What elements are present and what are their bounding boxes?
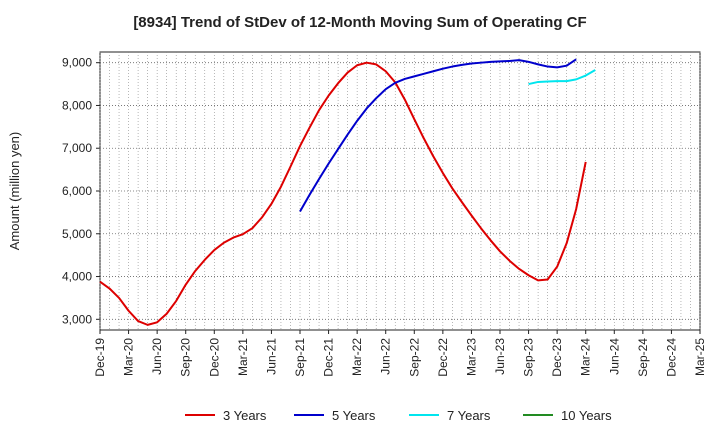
x-tick-label: Mar-20 (122, 338, 136, 376)
x-tick-label: Jun-23 (493, 338, 507, 375)
chart-title: [8934] Trend of StDev of 12-Month Moving… (133, 14, 587, 31)
y-tick-label: 5,000 (62, 227, 92, 241)
x-tick-label: Dec-22 (436, 338, 450, 377)
legend-label: 3 Years (223, 408, 267, 423)
legend-label: 10 Years (561, 408, 612, 423)
y-tick-label: 9,000 (62, 56, 92, 70)
series-line-5-years (299, 58, 577, 213)
legend-label: 5 Years (332, 408, 376, 423)
x-tick-label: Mar-22 (350, 338, 364, 376)
y-tick-label: 3,000 (62, 312, 92, 326)
x-tick-label: Mar-23 (464, 338, 478, 376)
x-tick-label: Dec-24 (664, 338, 678, 377)
y-tick-label: 7,000 (62, 141, 92, 155)
y-tick-label: 8,000 (62, 98, 92, 112)
x-tick-label: Sep-22 (407, 338, 421, 377)
x-tick-label: Jun-22 (379, 338, 393, 375)
legend-label: 7 Years (447, 408, 491, 423)
x-tick-label: Sep-23 (522, 338, 536, 377)
x-tick-label: Dec-20 (207, 338, 221, 377)
x-tick-label: Sep-20 (179, 338, 193, 377)
y-axis-label: Amount (million yen) (7, 132, 22, 251)
x-tick-label: Dec-21 (322, 338, 336, 377)
x-tick-label: Dec-19 (93, 338, 107, 377)
y-tick-label: 6,000 (62, 184, 92, 198)
y-tick-label: 4,000 (62, 270, 92, 284)
series-line-3-years (99, 61, 587, 326)
x-tick-label: Dec-23 (550, 338, 564, 377)
x-tick-label: Jun-24 (607, 338, 621, 375)
x-tick-label: Jun-21 (264, 338, 278, 375)
x-tick-label: Jun-20 (150, 338, 164, 375)
x-tick-label: Sep-24 (636, 338, 650, 377)
x-tick-label: Mar-24 (579, 338, 593, 376)
x-tick-label: Sep-21 (293, 338, 307, 377)
x-tick-label: Mar-25 (693, 338, 707, 376)
series-line-7-years (528, 69, 596, 86)
x-tick-label: Mar-21 (236, 338, 250, 376)
